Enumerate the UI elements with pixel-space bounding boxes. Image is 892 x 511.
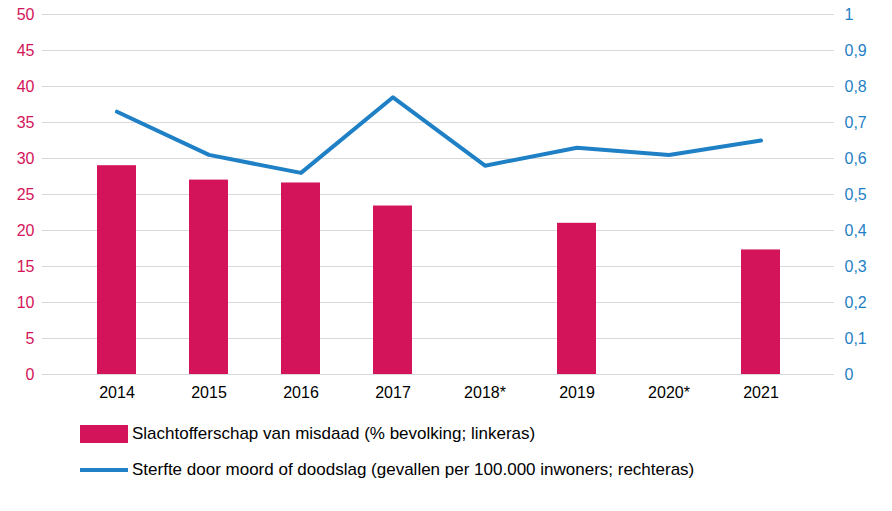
svg-text:2020*: 2020* [648, 384, 690, 401]
svg-text:0,5: 0,5 [845, 186, 867, 203]
svg-text:10: 10 [17, 294, 35, 311]
svg-text:35: 35 [17, 114, 35, 131]
html-text:Slachtofferschap van misdaad (: Slachtofferschap van misdaad (% bevolkin… [132, 424, 536, 443]
svg-text:0,3: 0,3 [845, 258, 867, 275]
svg-text:0: 0 [845, 366, 854, 383]
svg-text:0,1: 0,1 [845, 330, 867, 347]
svg-text:2019: 2019 [559, 384, 595, 401]
svg-text:0,4: 0,4 [845, 222, 867, 239]
svg-text:2021: 2021 [743, 384, 779, 401]
svg-text:0,9: 0,9 [845, 42, 867, 59]
svg-text:20: 20 [17, 222, 35, 239]
svg-text:45: 45 [17, 42, 35, 59]
svg-text:25: 25 [17, 186, 35, 203]
svg-text:0: 0 [26, 366, 35, 383]
svg-text:1: 1 [845, 6, 854, 23]
svg-text:2018*: 2018* [464, 384, 506, 401]
svg-text:30: 30 [17, 150, 35, 167]
svg-text:15: 15 [17, 258, 35, 275]
svg-text:0,2: 0,2 [845, 294, 867, 311]
svg-text:0,6: 0,6 [845, 150, 867, 167]
svg-text:0,8: 0,8 [845, 78, 867, 95]
svg-text:2015: 2015 [191, 384, 227, 401]
html-text:Sterfte door moord of doodslag: Sterfte door moord of doodslag (gevallen… [132, 460, 695, 479]
svg-text:50: 50 [17, 6, 35, 23]
svg-text:0,7: 0,7 [845, 114, 867, 131]
svg-text:2017: 2017 [375, 384, 411, 401]
svg-text:5: 5 [26, 330, 35, 347]
svg-text:40: 40 [17, 78, 35, 95]
svg-text:2016: 2016 [283, 384, 319, 401]
svg-text:2014: 2014 [99, 384, 135, 401]
